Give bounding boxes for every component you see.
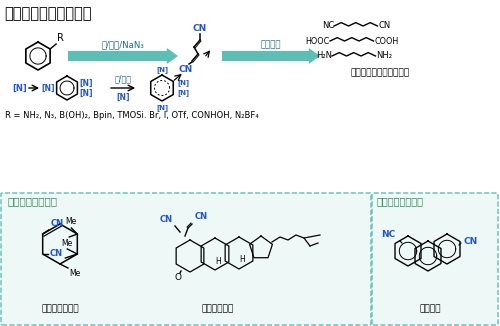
Text: [N]: [N]: [79, 79, 92, 87]
Text: [N]: [N]: [177, 80, 189, 86]
FancyBboxPatch shape: [372, 193, 498, 325]
Text: [N]: [N]: [156, 104, 168, 111]
Text: CN: CN: [193, 24, 207, 33]
Text: 菲衍生物: 菲衍生物: [419, 304, 441, 313]
Text: 稠环芳烃结构修饰: 稠环芳烃结构修饰: [377, 196, 424, 206]
Text: HOOC: HOOC: [306, 37, 330, 46]
Text: R: R: [57, 33, 64, 43]
Text: CN: CN: [463, 236, 477, 245]
Text: 吐纳麝香衍生物: 吐纳麝香衍生物: [41, 304, 79, 313]
Polygon shape: [222, 48, 320, 64]
Text: R = NH₂, N₃, B(OH)₂, Bpin, TMOSi. Br, I, OTf, CONHOH, N₂BF₄: R = NH₂, N₃, B(OH)₂, Bpin, TMOSi. Br, I,…: [5, 111, 259, 120]
Text: CN: CN: [195, 212, 208, 221]
Text: Me: Me: [62, 239, 73, 248]
Text: 铜/氧气: 铜/氧气: [114, 74, 132, 83]
Text: CN: CN: [50, 219, 64, 228]
Text: 铜/氧气/NaN₃: 铜/氧气/NaN₃: [102, 40, 144, 49]
Text: 药物活性分子修饰: 药物活性分子修饰: [7, 196, 57, 206]
Text: O: O: [174, 274, 182, 283]
Text: Me: Me: [66, 217, 77, 226]
Text: [N]: [N]: [156, 66, 168, 73]
Text: COOH: COOH: [374, 37, 399, 46]
Text: CN: CN: [179, 65, 193, 74]
Text: Me: Me: [69, 269, 80, 278]
Text: CN: CN: [50, 249, 63, 259]
Text: [N]: [N]: [12, 83, 28, 93]
Text: CN: CN: [160, 215, 173, 224]
Text: 己二腈、己二酸、己二胺: 己二腈、己二酸、己二胺: [350, 68, 410, 77]
Text: H: H: [239, 256, 245, 264]
Text: [N]: [N]: [79, 88, 92, 97]
Text: NH₂: NH₂: [376, 52, 392, 61]
Polygon shape: [68, 48, 178, 64]
FancyBboxPatch shape: [1, 193, 371, 325]
Text: H: H: [215, 257, 221, 265]
Text: 芳环级联活化催化断裂: 芳环级联活化催化断裂: [4, 6, 92, 21]
Text: CN: CN: [378, 22, 391, 31]
Text: [N]: [N]: [42, 83, 55, 93]
Text: [N]: [N]: [116, 93, 130, 102]
Text: NC: NC: [322, 22, 334, 31]
Text: 高效转化: 高效转化: [261, 40, 281, 49]
Text: [N]: [N]: [177, 90, 189, 96]
Text: 胆固醇衍生物: 胆固醇衍生物: [202, 304, 234, 313]
Text: H₂N: H₂N: [316, 52, 332, 61]
Text: NC: NC: [381, 230, 395, 239]
